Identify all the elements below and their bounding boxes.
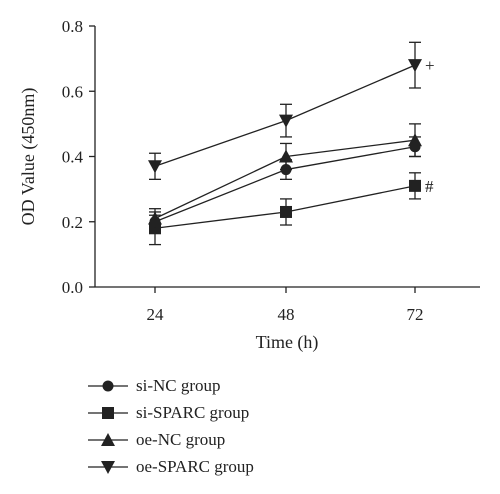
legend-item: si-NC group <box>88 372 254 399</box>
chart-legend: si-NC group si-SPARC group oe-NC group oe-S… <box>88 372 254 480</box>
x-tick-label: 24 <box>147 305 165 324</box>
significance-mark: + <box>425 56 435 75</box>
series-square: # <box>149 172 434 246</box>
y-axis-title: OD Value (450nm) <box>18 88 39 226</box>
legend-marker <box>102 406 114 419</box>
chart-axes: 0.0 0.2 0.4 0.6 0.8 24 48 72 Time (h) OD Value (4… <box>18 17 480 353</box>
x-tick-label: 72 <box>407 305 424 324</box>
od-value-chart: 0.0 0.2 0.4 0.6 0.8 24 48 72 Time (h) OD Value (4… <box>18 17 480 353</box>
legend-label: si-SPARC group <box>136 402 250 422</box>
y-tick-label: 0.0 <box>62 278 83 297</box>
x-axis-title: Time (h) <box>256 332 319 353</box>
data-point <box>148 211 162 225</box>
data-point <box>280 205 292 218</box>
chart-marks: #+ <box>148 41 435 246</box>
data-point <box>408 59 422 73</box>
legend-marker <box>101 460 115 474</box>
legend-label: si-NC group <box>136 375 221 395</box>
legend-label: oe-NC group <box>136 429 226 449</box>
legend-item: oe-SPARC group <box>88 453 254 480</box>
legend-label: oe-SPARC group <box>136 456 254 476</box>
series-triangle-up <box>148 123 422 229</box>
legend-swatch <box>88 380 128 391</box>
data-point <box>148 160 162 174</box>
x-tick-label: 48 <box>278 305 295 324</box>
legend-marker <box>102 380 114 391</box>
legend-marker <box>101 432 115 446</box>
data-point <box>408 133 422 147</box>
y-tick-label: 0.2 <box>62 213 83 232</box>
series-triangle-down: + <box>148 41 435 180</box>
significance-mark: # <box>425 177 434 196</box>
y-tick-label: 0.4 <box>62 148 84 167</box>
legend-item: oe-NC group <box>88 426 254 453</box>
legend-swatch <box>88 460 128 474</box>
y-tick-label: 0.6 <box>62 82 83 101</box>
y-tick-label: 0.8 <box>62 17 83 36</box>
legend-item: si-SPARC group <box>88 399 254 426</box>
data-point <box>409 179 421 192</box>
legend-swatch <box>88 432 128 446</box>
data-point <box>279 114 293 128</box>
legend-swatch <box>88 406 128 419</box>
data-point <box>279 149 293 163</box>
